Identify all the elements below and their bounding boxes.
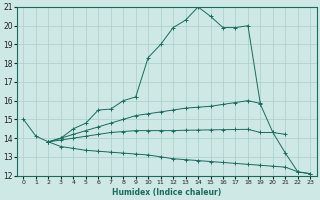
X-axis label: Humidex (Indice chaleur): Humidex (Indice chaleur) — [112, 188, 221, 197]
